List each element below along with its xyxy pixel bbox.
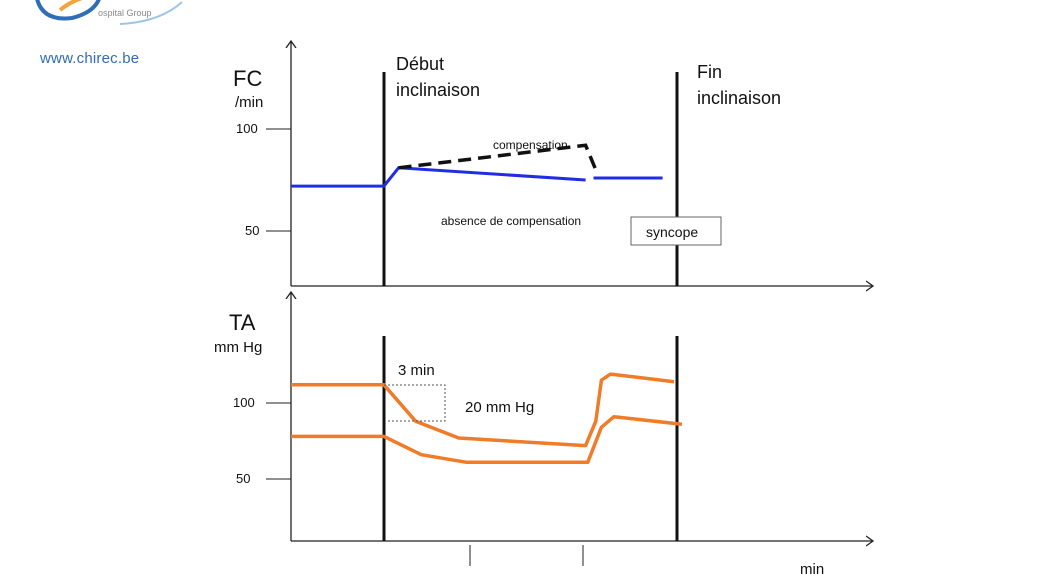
compensation-annotation: compensation [493, 138, 568, 152]
debut-label-line1: Début [396, 54, 444, 74]
fc-ytick-label-50: 50 [245, 223, 259, 238]
ta-ytick-label-50: 50 [236, 471, 250, 486]
logo-swoosh-icon [35, 0, 101, 21]
fin-label-line2: inclinaison [697, 88, 781, 108]
ta-ytick-label-100: 100 [233, 395, 255, 410]
debut-label-line2: inclinaison [396, 80, 480, 100]
ta-axis-unit: mm Hg [214, 339, 262, 356]
fc-compensation-series [398, 143, 598, 171]
ta-systolic-series [291, 372, 675, 448]
ta-axis-title: TA [229, 310, 256, 335]
fc-axis-title: FC [233, 66, 262, 91]
chirec-logo: ospital Group [35, 0, 183, 25]
duration-annotation: 3 min [398, 362, 435, 379]
ta-panel: TA mm Hg 100 50 min 3 min 20 mm Hg [214, 293, 872, 576]
syncope-box [630, 216, 722, 246]
fc-absence-series [291, 166, 586, 188]
fc-axis-unit: /min [235, 94, 263, 111]
logo-url: www.chirec.be [40, 50, 140, 67]
fin-label-line1: Fin [697, 62, 722, 82]
absence-annotation: absence de compensation [441, 214, 581, 228]
drop-measure-box [384, 384, 446, 422]
drop-annotation: 20 mm Hg [465, 399, 534, 416]
x-axis-label: min [800, 561, 824, 576]
ta-diastolic-series [291, 414, 683, 465]
logo-tagline: ospital Group [98, 8, 152, 18]
fc-ytick-label-100: 100 [236, 121, 258, 136]
syncope-label: syncope [646, 224, 698, 240]
fc-panel: FC /min 100 50 Début inclinaison Fin inc… [233, 42, 872, 286]
